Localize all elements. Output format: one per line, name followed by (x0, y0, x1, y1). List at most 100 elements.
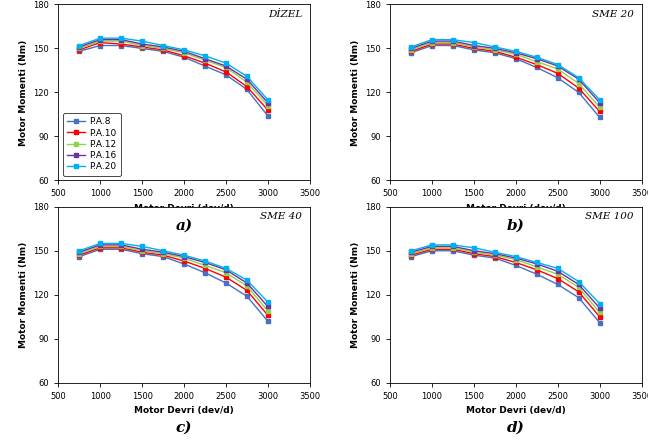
P.A.16 (428, 244, 436, 249)
Line: P.A.12: P.A.12 (78, 245, 270, 312)
X-axis label: Motor Devri (dev/d): Motor Devri (dev/d) (466, 204, 566, 213)
P.A.16 (97, 37, 104, 42)
P.A.10 (533, 267, 540, 272)
P.A.8 (449, 43, 457, 48)
P.A.12 (449, 40, 457, 45)
P.A.16 (159, 44, 167, 50)
P.A.20 (264, 97, 272, 102)
P.A.12 (180, 255, 188, 261)
P.A.10 (222, 275, 230, 280)
X-axis label: Motor Devri (dev/d): Motor Devri (dev/d) (134, 406, 234, 415)
Line: P.A.20: P.A.20 (410, 38, 601, 101)
P.A.8 (449, 248, 457, 253)
P.A.16 (222, 63, 230, 69)
P.A.16 (201, 56, 209, 61)
P.A.20 (75, 248, 83, 253)
P.A.20 (449, 37, 457, 42)
P.A.12 (117, 244, 125, 249)
P.A.16 (138, 41, 146, 47)
Y-axis label: Motor Momenti (Nm): Motor Momenti (Nm) (19, 242, 28, 348)
P.A.8 (97, 247, 104, 252)
P.A.20 (449, 242, 457, 247)
P.A.12 (75, 251, 83, 256)
P.A.16 (512, 255, 520, 261)
P.A.16 (596, 100, 603, 105)
P.A.16 (491, 46, 499, 51)
P.A.10 (491, 254, 499, 259)
P.A.12 (243, 283, 251, 289)
X-axis label: Motor Devri (dev/d): Motor Devri (dev/d) (134, 204, 234, 213)
Y-axis label: Motor Momenti (Nm): Motor Momenti (Nm) (19, 39, 28, 146)
P.A.10 (180, 53, 188, 58)
Y-axis label: Motor Momenti (Nm): Motor Momenti (Nm) (351, 242, 360, 348)
P.A.16 (512, 50, 520, 56)
P.A.10 (491, 49, 499, 54)
P.A.12 (97, 244, 104, 249)
P.A.12 (428, 245, 436, 251)
P.A.12 (264, 103, 272, 108)
P.A.10 (138, 44, 146, 50)
P.A.16 (596, 305, 603, 311)
P.A.12 (596, 310, 603, 315)
P.A.12 (201, 263, 209, 268)
P.A.8 (407, 254, 415, 259)
P.A.20 (428, 242, 436, 247)
P.A.12 (491, 47, 499, 53)
X-axis label: Motor Devri (dev/d): Motor Devri (dev/d) (466, 406, 566, 415)
P.A.8 (428, 43, 436, 48)
P.A.8 (243, 87, 251, 92)
P.A.12 (222, 270, 230, 275)
Line: P.A.8: P.A.8 (78, 44, 270, 117)
Legend: P.A.8, P.A.10, P.A.12, P.A.16, P.A.20: P.A.8, P.A.10, P.A.12, P.A.16, P.A.20 (63, 113, 121, 176)
Text: SME 40: SME 40 (260, 212, 302, 221)
P.A.20 (97, 241, 104, 246)
Text: b): b) (507, 218, 525, 232)
P.A.10 (554, 276, 562, 281)
P.A.8 (97, 43, 104, 48)
P.A.16 (491, 251, 499, 256)
P.A.20 (201, 259, 209, 264)
P.A.20 (222, 61, 230, 66)
P.A.10 (159, 47, 167, 53)
P.A.8 (180, 55, 188, 60)
Text: DİZEL: DİZEL (268, 10, 302, 19)
P.A.20 (554, 62, 562, 67)
P.A.10 (243, 287, 251, 293)
P.A.12 (407, 251, 415, 256)
P.A.12 (180, 50, 188, 56)
P.A.12 (75, 46, 83, 51)
P.A.8 (491, 255, 499, 261)
P.A.10 (117, 245, 125, 251)
P.A.16 (470, 43, 478, 48)
P.A.12 (554, 66, 562, 72)
P.A.8 (264, 319, 272, 324)
P.A.16 (264, 304, 272, 309)
P.A.10 (428, 41, 436, 47)
P.A.12 (449, 245, 457, 251)
P.A.12 (138, 43, 146, 48)
Line: P.A.12: P.A.12 (410, 41, 601, 109)
P.A.12 (575, 81, 583, 86)
P.A.10 (97, 245, 104, 251)
Line: P.A.20: P.A.20 (78, 36, 270, 101)
P.A.12 (264, 308, 272, 314)
P.A.8 (407, 50, 415, 56)
P.A.10 (596, 314, 603, 320)
P.A.8 (554, 282, 562, 287)
P.A.16 (449, 244, 457, 249)
P.A.16 (407, 250, 415, 255)
P.A.12 (575, 285, 583, 290)
P.A.16 (470, 248, 478, 253)
P.A.16 (449, 38, 457, 44)
P.A.20 (575, 279, 583, 284)
P.A.20 (75, 43, 83, 48)
P.A.16 (222, 267, 230, 272)
P.A.10 (201, 266, 209, 271)
P.A.8 (138, 251, 146, 256)
P.A.10 (117, 41, 125, 47)
P.A.20 (201, 53, 209, 58)
P.A.16 (407, 46, 415, 51)
Line: P.A.10: P.A.10 (410, 42, 601, 113)
Line: P.A.20: P.A.20 (78, 242, 270, 304)
P.A.8 (201, 270, 209, 275)
